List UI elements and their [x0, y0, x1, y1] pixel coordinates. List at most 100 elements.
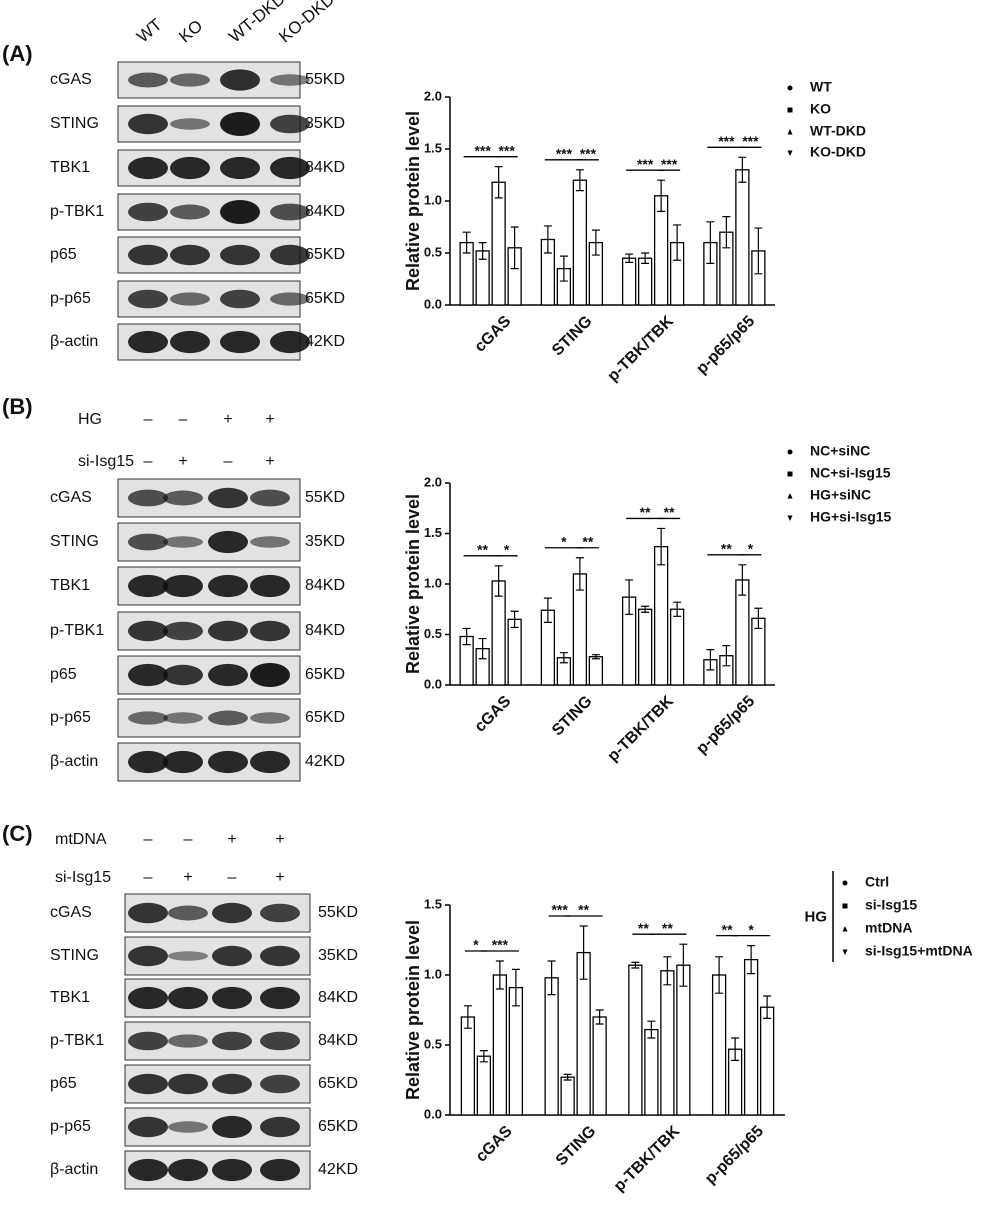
blot-band	[128, 330, 168, 354]
error-bar	[591, 654, 600, 660]
blot-band	[168, 951, 208, 961]
x-tick-label: cGAS	[472, 693, 515, 736]
error-bar	[494, 166, 503, 199]
blot-band	[220, 289, 260, 309]
blot-band	[168, 1034, 208, 1048]
protein-name: TBK1	[50, 989, 90, 1006]
protein-size: 35KD	[305, 115, 345, 132]
blot-band	[260, 1116, 300, 1138]
blot-band	[270, 330, 310, 354]
error-bar	[754, 607, 763, 630]
treatment-label: HG	[78, 411, 102, 428]
lane-label: KO-DKD	[275, 0, 338, 46]
error-bar	[547, 960, 556, 996]
bar	[644, 1028, 659, 1116]
y-axis-label: Relative protein level	[403, 111, 423, 291]
legend-marker	[787, 449, 793, 455]
blot-band	[128, 1073, 168, 1095]
treatment-sign: –	[184, 831, 193, 848]
legend-label: HG+si-Isg15	[810, 509, 892, 525]
error-bar	[679, 943, 688, 987]
blot-band	[163, 621, 203, 641]
protein-name: p-TBK1	[50, 622, 104, 639]
x-tick-label: p-TBK/TBK	[605, 692, 678, 765]
blot-band	[208, 487, 248, 509]
blot-band	[128, 489, 168, 507]
bar	[653, 545, 669, 686]
protein-name: STING	[50, 115, 99, 132]
error-bar	[478, 637, 487, 660]
blot-band	[220, 69, 260, 91]
legend-label: si-Isg15	[865, 897, 917, 913]
protein-name: p-p65	[50, 290, 91, 307]
error-bar	[559, 255, 568, 282]
protein-size: 84KD	[318, 989, 358, 1006]
error-bar	[706, 649, 715, 671]
bar	[735, 169, 750, 306]
protein-size: 65KD	[318, 1075, 358, 1092]
protein-name: p65	[50, 246, 77, 263]
blot-band	[128, 711, 168, 725]
error-bar	[706, 221, 715, 264]
significance-label: **	[578, 902, 589, 918]
significance-label: *	[748, 541, 754, 557]
bar	[588, 656, 604, 686]
blot-band	[163, 574, 203, 598]
panel-label: (A)	[2, 41, 33, 66]
bar	[759, 1006, 775, 1116]
x-tick-label: cGAS	[472, 313, 515, 356]
blot-band	[220, 112, 260, 136]
protein-size: 42KD	[318, 1161, 358, 1178]
bar	[735, 579, 750, 686]
error-bar	[462, 627, 471, 646]
treatment-label: si-Isg15	[55, 869, 111, 886]
blot-band	[128, 202, 168, 222]
error-bar	[511, 968, 520, 1007]
error-bar	[673, 601, 682, 617]
lane-label: WT	[133, 15, 165, 47]
significance-label: **	[722, 921, 733, 937]
error-bar	[575, 557, 584, 591]
significance-label: *	[504, 542, 510, 558]
protein-name: β-actin	[50, 753, 98, 770]
error-bar	[731, 1037, 740, 1061]
blot-band	[250, 574, 290, 598]
protein-name: p-p65	[50, 709, 91, 726]
protein-size: 42KD	[305, 333, 345, 350]
blot-band	[270, 74, 310, 86]
blot-band	[260, 986, 300, 1010]
treatment-sign: –	[144, 411, 153, 428]
blot-band	[250, 489, 290, 507]
protein-name: TBK1	[50, 577, 90, 594]
blot-band	[128, 113, 168, 135]
y-tick-label: 1.5	[424, 140, 442, 155]
blot-band	[163, 750, 203, 774]
legend-label: mtDNA	[865, 920, 912, 936]
bar	[492, 974, 508, 1116]
protein-name: STING	[50, 533, 99, 550]
significance-label: ***	[637, 156, 654, 172]
error-bar	[641, 252, 650, 264]
significance-label: ***	[661, 156, 678, 172]
blot-band	[128, 945, 168, 967]
treatment-sign: +	[265, 453, 274, 470]
protein-size: 35KD	[318, 947, 358, 964]
error-bar	[754, 227, 763, 275]
legend-marker	[787, 107, 793, 113]
protein-name: cGAS	[50, 904, 92, 921]
panel-label: (B)	[2, 394, 33, 419]
treatment-sign: +	[275, 831, 284, 848]
protein-size: 84KD	[305, 577, 345, 594]
significance-label: *	[561, 533, 567, 549]
protein-size: 84KD	[305, 159, 345, 176]
error-bar	[563, 1073, 572, 1081]
blot-band	[260, 1031, 300, 1051]
y-tick-label: 0.0	[424, 676, 442, 691]
protein-size: 84KD	[318, 1032, 358, 1049]
treatment-sign: –	[144, 831, 153, 848]
significance-label: ***	[474, 142, 491, 158]
blot-band	[170, 156, 210, 180]
legend-label: WT-DKD	[810, 123, 866, 139]
blot-band	[250, 750, 290, 774]
error-bar	[463, 1005, 472, 1029]
